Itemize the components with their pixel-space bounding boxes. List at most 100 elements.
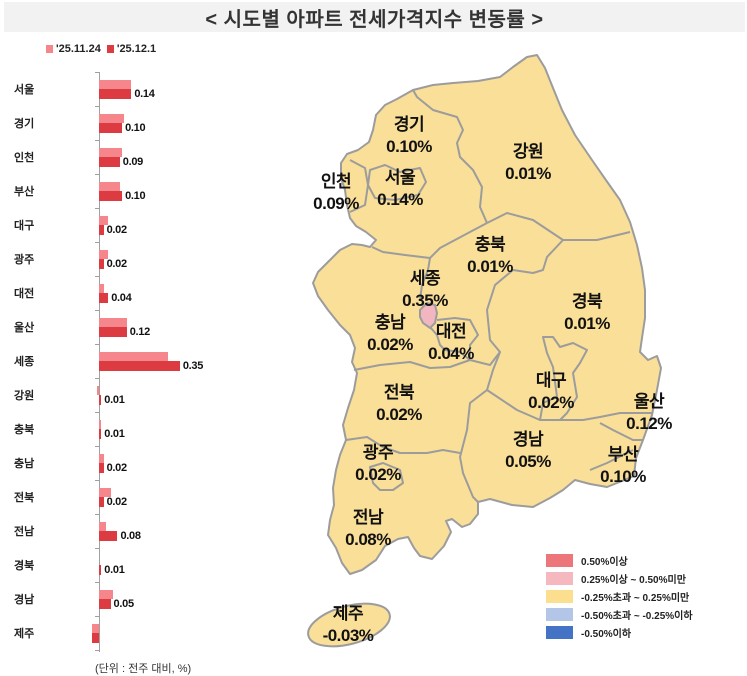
region-name: 울산 bbox=[633, 392, 665, 411]
value-label: 0.08 bbox=[120, 530, 141, 542]
axis-tick bbox=[95, 446, 99, 447]
axis-tick bbox=[95, 344, 99, 345]
category-label: 경남 bbox=[14, 594, 35, 606]
region-name: 광주 bbox=[362, 443, 394, 462]
bar-current-week bbox=[92, 633, 99, 643]
legend-item-current-week: '25.12.1 bbox=[106, 43, 156, 55]
page-title: < 시도별 아파트 전세가격지수 변동률 > bbox=[205, 8, 544, 31]
border-daejeon-chungbuk bbox=[436, 317, 501, 366]
chart-legend: '25.11.24 '25.12.1 bbox=[46, 43, 156, 55]
map-label-incheon: 인천 0.09% bbox=[313, 171, 359, 215]
border-chungnam-jeonbuk bbox=[353, 359, 471, 371]
axis-tick bbox=[95, 514, 99, 515]
axis-tick bbox=[95, 242, 99, 243]
legend-swatch bbox=[106, 45, 114, 53]
bar-chart: 서울 0.14 경기 0.10 인천 0.09 부산 0.10 대구 0.02 광주 0.02 대전 0.… bbox=[0, 0, 300, 668]
category-label: 세종 bbox=[14, 356, 35, 368]
sejong-region bbox=[419, 301, 439, 330]
value-label: 0.01 bbox=[104, 564, 125, 576]
map-label-sejong: 세종 0.35% bbox=[402, 268, 448, 312]
bar-current-week bbox=[99, 565, 102, 575]
category-label: 광주 bbox=[14, 254, 35, 266]
legend-item-prev-week: '25.11.24 bbox=[46, 43, 101, 55]
region-name: 세종 bbox=[409, 269, 441, 288]
value-label: 0.14 bbox=[134, 88, 155, 100]
region-value: 0.12% bbox=[626, 414, 672, 433]
axis-tick bbox=[95, 616, 99, 617]
axis-tick bbox=[95, 378, 99, 379]
region-value: 0.05% bbox=[505, 452, 551, 471]
map-color-legend: 0.50%이상 0.25%이상 ~ 0.50%미만 -0.25%초과 ~ 0.2… bbox=[546, 551, 693, 641]
value-label: 0.01 bbox=[104, 428, 125, 440]
map-label-daejeon: 대전 0.04% bbox=[428, 321, 474, 365]
border-ulsan-busan bbox=[599, 422, 643, 441]
border-busan-gyeongnam bbox=[589, 449, 634, 471]
bar-current-week bbox=[99, 89, 132, 99]
map-label-jeju: 제주 -0.03% bbox=[323, 603, 374, 647]
jeju-island bbox=[307, 602, 391, 648]
axis-tick bbox=[95, 310, 99, 311]
daegu-region bbox=[539, 336, 588, 421]
title-bar: < 시도별 아파트 전세가격지수 변동률 > bbox=[4, 2, 745, 32]
bar-prev-week bbox=[99, 522, 106, 531]
bar-prev-week bbox=[99, 114, 125, 123]
map-label-chungbuk: 충북 0.01% bbox=[467, 234, 513, 278]
category-label: 충북 bbox=[14, 424, 35, 436]
axis-tick bbox=[95, 174, 99, 175]
category-label: 대구 bbox=[14, 220, 35, 232]
region-name: 충북 bbox=[474, 235, 506, 254]
value-label: 0.04 bbox=[111, 292, 132, 304]
map-label-jeonnam: 전남 0.08% bbox=[345, 507, 391, 551]
region-name: 제주 bbox=[332, 604, 364, 623]
category-label: 대전 bbox=[14, 288, 35, 300]
value-label: 0.02 bbox=[106, 496, 128, 508]
category-label: 경기 bbox=[14, 118, 35, 130]
region-name: 서울 bbox=[384, 168, 416, 187]
unit-footnote: (단위 : 전주 대비, %) bbox=[95, 663, 192, 675]
bar-prev-week bbox=[99, 420, 102, 429]
bar-prev-week bbox=[92, 624, 99, 633]
border-jeonbuk-gyeongnam bbox=[459, 389, 488, 503]
axis-tick bbox=[95, 480, 99, 481]
legend-swatch bbox=[546, 589, 573, 603]
category-label: 경북 bbox=[14, 560, 35, 572]
value-label: 0.02 bbox=[106, 462, 128, 474]
map-legend-item: 0.25%이상 ~ 0.50%미만 bbox=[546, 569, 693, 587]
region-name: 대구 bbox=[535, 371, 567, 390]
region-name: 인천 bbox=[320, 172, 352, 191]
border-chungbuk-gyeongbuk bbox=[486, 239, 564, 391]
region-name: 충남 bbox=[374, 313, 406, 332]
bar-prev-week bbox=[99, 284, 104, 293]
legend-swatch bbox=[46, 45, 53, 53]
region-value: 0.02% bbox=[376, 405, 422, 424]
legend-swatch bbox=[546, 607, 573, 621]
axis-tick bbox=[95, 140, 99, 141]
border-gyeongbuk-gyeongnam bbox=[486, 389, 652, 421]
axis-tick bbox=[95, 582, 99, 583]
map-label-seoul: 서울 0.14% bbox=[377, 167, 423, 211]
map-label-gyeongnam: 경남 0.05% bbox=[505, 429, 551, 473]
region-name: 부산 bbox=[607, 445, 639, 464]
region-value: 0.35% bbox=[402, 291, 448, 310]
bar-current-week bbox=[99, 497, 104, 507]
bar-prev-week bbox=[99, 182, 120, 191]
gwangju-region bbox=[369, 462, 404, 491]
legend-label: 0.50%이상 bbox=[581, 556, 628, 568]
region-name: 경기 bbox=[393, 115, 425, 134]
bar-prev-week bbox=[99, 590, 113, 599]
category-label: 전북 bbox=[14, 492, 35, 504]
region-name: 경남 bbox=[512, 430, 544, 449]
map-label-jeonbuk: 전북 0.02% bbox=[376, 382, 422, 426]
bar-current-week bbox=[99, 395, 102, 405]
region-value: 0.09% bbox=[313, 194, 359, 213]
bar-current-week bbox=[99, 429, 102, 439]
category-label: 전남 bbox=[14, 526, 35, 538]
region-name: 전남 bbox=[352, 508, 384, 527]
category-label: 부산 bbox=[14, 186, 35, 198]
region-name: 대전 bbox=[435, 322, 467, 341]
axis-tick bbox=[95, 548, 99, 549]
bar-current-week bbox=[99, 293, 109, 303]
region-value: 0.08% bbox=[345, 530, 391, 549]
value-label: 0.10 bbox=[125, 122, 146, 134]
axis-tick bbox=[95, 208, 99, 209]
